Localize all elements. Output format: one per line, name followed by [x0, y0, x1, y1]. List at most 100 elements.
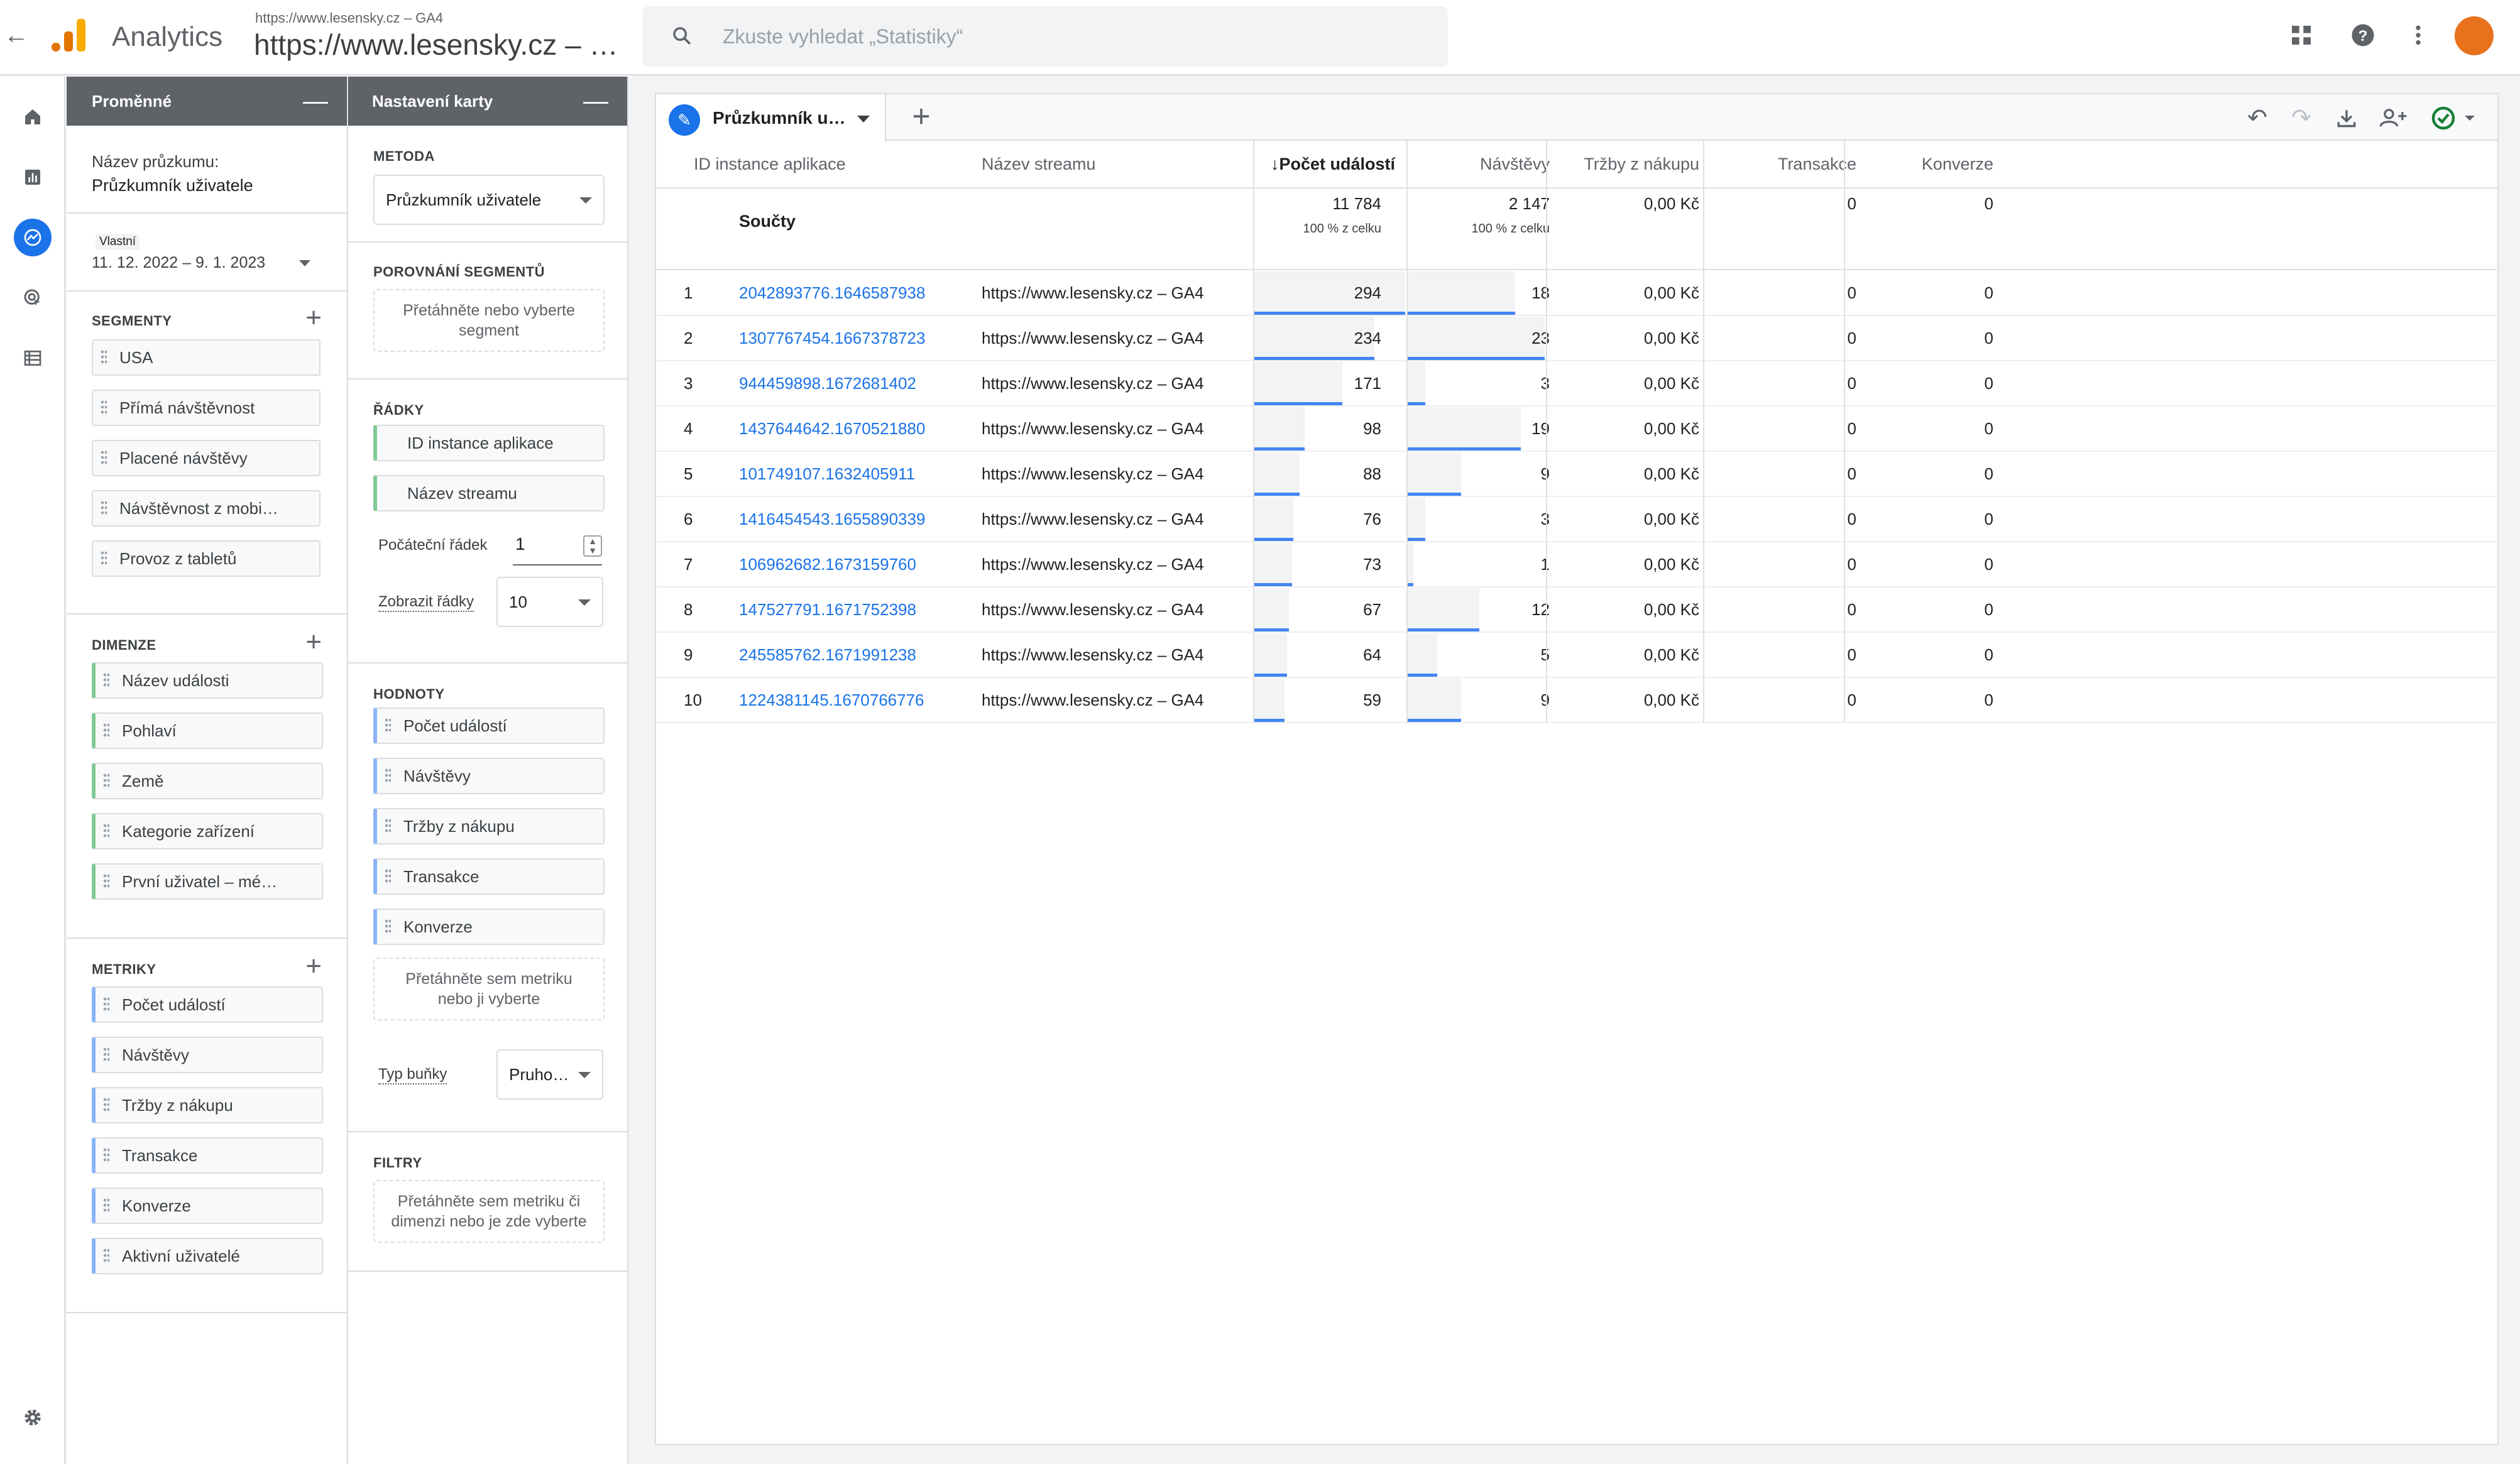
property-account-label[interactable]: https://www.lesensky.cz – GA4	[255, 10, 444, 26]
table-row[interactable]: 4 1437644642.1670521880 https://www.lesens…	[656, 406, 2497, 452]
exploration-name-value[interactable]: Průzkumník uživatele	[92, 176, 253, 195]
value-metric-chip[interactable]: Návštěvy	[373, 758, 605, 794]
drag-handle-icon[interactable]	[385, 868, 391, 885]
dimension-chip[interactable]: První uživatel – mé…	[92, 863, 323, 900]
app-instance-id-link[interactable]: 106962682.1673159760	[739, 555, 916, 574]
app-instance-id-link[interactable]: 101749107.1632405911	[739, 464, 916, 483]
column-header-transactions[interactable]: Transakce	[1777, 155, 1856, 173]
tab-caret-icon[interactable]	[857, 116, 870, 123]
row-dimension-chip[interactable]: Název streamu	[373, 475, 605, 511]
add-segment-icon[interactable]: +	[305, 302, 322, 333]
stepper-arrows-icon[interactable]: ▲ ▼	[583, 535, 602, 557]
method-select[interactable]: Průzkumník uživatele	[373, 175, 605, 225]
app-instance-id-link[interactable]: 1224381145.1670766776	[739, 691, 924, 709]
drag-handle-icon[interactable]	[101, 349, 107, 366]
search-input[interactable]	[723, 19, 1414, 54]
property-selector[interactable]: https://www.lesensky.cz – GA4	[254, 28, 625, 61]
dimension-chip[interactable]: Země	[92, 763, 323, 799]
table-row[interactable]: 9 245585762.1671991238 https://www.lesensk…	[656, 632, 2497, 678]
tab-user-explorer[interactable]: ✎ Průzkumník u…	[656, 94, 886, 142]
explore-icon[interactable]	[14, 219, 52, 256]
drag-handle-icon[interactable]	[103, 873, 109, 890]
advertising-icon[interactable]	[14, 279, 52, 317]
search-bar[interactable]	[642, 6, 1448, 67]
value-metric-chip[interactable]: Počet událostí	[373, 707, 605, 744]
value-metric-chip[interactable]: Konverze	[373, 909, 605, 945]
drag-handle-icon[interactable]	[103, 1047, 109, 1063]
column-header-conversions[interactable]: Konverze	[1921, 155, 1993, 173]
drag-handle-icon[interactable]	[103, 823, 109, 839]
table-row[interactable]: 6 1416454543.1655890339 https://www.lesens…	[656, 496, 2497, 542]
drag-handle-icon[interactable]	[101, 500, 107, 516]
column-header-event-count[interactable]: ↓Počet událostí	[1270, 155, 1395, 173]
drag-handle-icon[interactable]	[103, 1147, 109, 1164]
table-row[interactable]: 7 106962682.1673159760 https://www.lesensk…	[656, 542, 2497, 587]
table-row[interactable]: 2 1307767454.1667378723 https://www.lesens…	[656, 315, 2497, 361]
cell-type-select[interactable]: Pruho…	[496, 1049, 603, 1100]
apps-grid-icon[interactable]	[2285, 19, 2318, 52]
account-avatar[interactable]	[2455, 16, 2494, 55]
drag-handle-icon[interactable]	[103, 672, 109, 689]
app-instance-id-link[interactable]: 1416454543.1655890339	[739, 510, 926, 528]
redo-icon[interactable]: ↷	[2291, 105, 2311, 131]
drag-handle-icon[interactable]	[385, 718, 391, 734]
show-rows-select[interactable]: 10	[496, 577, 603, 627]
metric-drop-zone[interactable]: Přetáhněte sem metriku nebo ji vyberte	[373, 958, 605, 1020]
segment-chip[interactable]: Placené návštěvy	[92, 440, 320, 476]
drag-handle-icon[interactable]	[103, 1097, 109, 1113]
help-icon[interactable]: ?	[2347, 19, 2379, 52]
home-icon[interactable]	[14, 98, 52, 136]
drag-handle-icon[interactable]	[103, 997, 109, 1013]
row-dimension-chip[interactable]: ID instance aplikace	[373, 425, 605, 461]
metric-chip[interactable]: Návštěvy	[92, 1037, 323, 1073]
drag-handle-icon[interactable]	[103, 1198, 109, 1214]
segment-chip[interactable]: Přímá návštěvnost	[92, 390, 320, 426]
more-vert-icon[interactable]	[2402, 19, 2435, 52]
add-tab-icon[interactable]: +	[912, 99, 931, 134]
metric-chip[interactable]: Počet událostí	[92, 986, 323, 1023]
segment-chip[interactable]: USA	[92, 339, 320, 376]
app-instance-id-link[interactable]: 2042893776.1646587938	[739, 283, 926, 302]
column-header-app-instance-id[interactable]: ID instance aplikace	[694, 155, 846, 173]
value-metric-chip[interactable]: Tržby z nákupu	[373, 808, 605, 844]
segment-chip[interactable]: Provoz z tabletů	[92, 540, 320, 577]
reports-icon[interactable]	[14, 158, 52, 196]
dimension-chip[interactable]: Pohlaví	[92, 713, 323, 749]
column-header-purchase-revenue[interactable]: Tržby z nákupu	[1584, 155, 1699, 173]
add-metric-icon[interactable]: +	[305, 951, 322, 981]
table-row[interactable]: 3 944459898.1672681402 https://www.lesensk…	[656, 361, 2497, 407]
drag-handle-icon[interactable]	[101, 450, 107, 466]
settings-icon[interactable]	[14, 1399, 52, 1436]
drag-handle-icon[interactable]	[103, 773, 109, 789]
filter-drop-zone[interactable]: Přetáhněte sem metriku či dimenzi nebo j…	[373, 1180, 605, 1243]
app-instance-id-link[interactable]: 944459898.1672681402	[739, 374, 916, 393]
pencil-icon[interactable]: ✎	[669, 104, 700, 136]
analytics-logo[interactable]	[52, 19, 89, 52]
metric-chip[interactable]: Konverze	[92, 1188, 323, 1224]
segment-drop-zone[interactable]: Přetáhněte nebo vyberte segment	[373, 289, 605, 352]
add-dimension-icon[interactable]: +	[305, 626, 322, 657]
drag-handle-icon[interactable]	[385, 919, 391, 935]
minimize-icon[interactable]: —	[583, 87, 608, 115]
segment-chip[interactable]: Návštěvnost z mobi…	[92, 490, 320, 527]
app-instance-id-link[interactable]: 1307767454.1667378723	[739, 329, 926, 347]
drag-handle-icon[interactable]	[103, 1248, 109, 1264]
back-arrow-icon[interactable]: ←	[4, 21, 29, 49]
app-instance-id-link[interactable]: 245585762.1671991238	[739, 645, 916, 664]
status-check-icon[interactable]	[2423, 103, 2486, 133]
value-metric-chip[interactable]: Transakce	[373, 858, 605, 895]
dimension-chip[interactable]: Kategorie zařízení	[92, 813, 323, 849]
start-row-stepper[interactable]: 1 ▲ ▼	[513, 525, 602, 565]
undo-icon[interactable]: ↶	[2247, 105, 2267, 131]
table-row[interactable]: 5 101749107.1632405911 https://www.lesensk…	[656, 451, 2497, 497]
app-instance-id-link[interactable]: 147527791.1671752398	[739, 600, 916, 619]
column-header-visits[interactable]: Návštěvy	[1479, 155, 1550, 173]
drag-handle-icon[interactable]	[385, 768, 391, 784]
share-users-icon[interactable]	[2374, 103, 2412, 133]
table-row[interactable]: 1 2042893776.1646587938 https://www.lesens…	[656, 270, 2497, 316]
dimension-chip[interactable]: Název události	[92, 662, 323, 699]
drag-handle-icon[interactable]	[101, 400, 107, 416]
date-range-caret-icon[interactable]	[299, 260, 310, 266]
download-icon[interactable]	[2331, 103, 2362, 133]
metric-chip[interactable]: Transakce	[92, 1137, 323, 1174]
